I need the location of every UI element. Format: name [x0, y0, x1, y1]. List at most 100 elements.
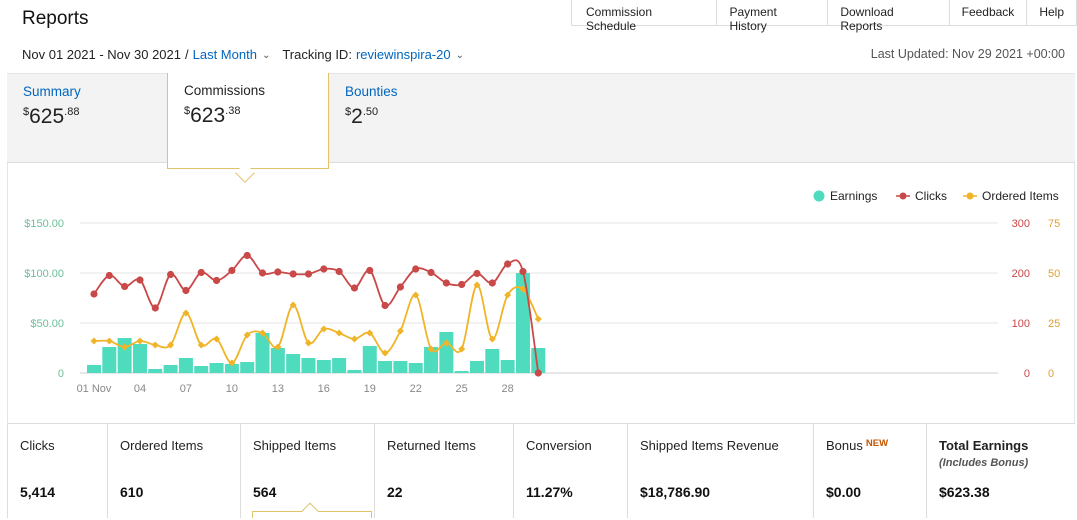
top-nav: Commission Schedule Payment History Down… [571, 0, 1077, 33]
clicks-point [289, 270, 297, 278]
clicks-point [121, 282, 129, 291]
earnings-bar [362, 346, 377, 373]
x-axis-tick: 04 [134, 383, 146, 395]
tab-commissions[interactable]: Commissions $623.38 [167, 73, 329, 169]
earnings-bar [209, 363, 224, 373]
stat-conversion: Conversion 11.27% [514, 424, 628, 518]
stat-shipped-items[interactable]: Shipped Items 564 [241, 424, 375, 518]
stat-value: 564 [253, 484, 277, 500]
tab-amount: $2.50 [345, 105, 379, 128]
stat-value: 610 [120, 484, 144, 500]
stat-label: Conversion [526, 438, 592, 453]
earnings-bar [240, 362, 255, 373]
clicks-point [396, 283, 404, 291]
earnings-bar [102, 347, 117, 373]
legend-marker [813, 190, 825, 202]
ordered-items-point [151, 341, 159, 349]
tab-amount: $625.88 [23, 105, 80, 128]
clicks-point [258, 269, 267, 277]
earnings-bar [454, 371, 469, 373]
ordered-items-point [274, 343, 282, 351]
ordered-items-point [335, 329, 343, 337]
stat-label: Returned Items [387, 438, 476, 453]
ordered-items-point [381, 349, 389, 357]
earnings-bar [163, 365, 178, 373]
clicks-point [228, 266, 236, 275]
chevron-down-icon[interactable]: ⌄ [455, 50, 464, 61]
x-axis-tick: 07 [180, 383, 192, 395]
nav-feedback[interactable]: Feedback [948, 0, 1028, 26]
clicks-point [212, 276, 221, 285]
clicks-point [243, 251, 251, 260]
legend-marker [899, 192, 907, 200]
clicks-point [350, 284, 359, 292]
legend-marker [966, 192, 974, 200]
earnings-bar [424, 347, 439, 373]
clicks-point [519, 267, 527, 276]
tab-bounties[interactable]: Bounties $2.50 [329, 74, 489, 164]
nav-commission-schedule[interactable]: Commission Schedule [571, 0, 718, 33]
ordered-axis-tick: 50 [1048, 268, 1060, 280]
clicks-point [504, 260, 512, 268]
stat-value: 11.27% [526, 484, 573, 500]
clicks-point [381, 301, 389, 310]
stat-bonus: Bonus NEW $0.00 [814, 424, 927, 518]
clicks-point [105, 271, 113, 280]
stat-label: Total Earnings [939, 438, 1029, 453]
earnings-bar [408, 363, 423, 373]
period-dropdown[interactable]: Last Month [192, 47, 257, 62]
earnings-bar [194, 366, 209, 373]
stat-label: Ordered Items [120, 438, 204, 453]
earnings-bar [270, 348, 285, 373]
ordered-items-point [228, 359, 236, 367]
legend-label: Clicks [915, 189, 947, 203]
ordered-items-point [350, 335, 358, 343]
clicks-point [534, 369, 542, 377]
ordered-axis-tick: 75 [1048, 218, 1060, 230]
tab-label: Commissions [184, 83, 266, 98]
stat-value: 22 [387, 484, 403, 500]
legend-label: Ordered Items [982, 189, 1059, 203]
earnings-bar [301, 358, 316, 373]
earnings-bar [470, 361, 484, 373]
nav-help[interactable]: Help [1026, 0, 1077, 26]
earnings-bar [255, 333, 270, 373]
clicks-point [136, 276, 144, 284]
nav-download-reports[interactable]: Download Reports [827, 0, 950, 33]
earnings-bar [148, 369, 163, 373]
chevron-down-icon[interactable]: ⌄ [261, 50, 271, 61]
summary-tabs: Summary $625.88 Commissions $623.38 Boun… [7, 73, 1075, 169]
x-axis-tick: 13 [272, 383, 284, 395]
ordered-items-point [366, 329, 374, 337]
nav-payment-history[interactable]: Payment History [716, 0, 829, 33]
stat-label: Shipped Items Revenue [640, 438, 779, 453]
earnings-bar [87, 365, 101, 373]
earnings-bar [117, 338, 132, 373]
earnings-bar [316, 360, 331, 373]
clicks-point [182, 286, 190, 295]
stat-label: Shipped Items [253, 438, 337, 453]
clicks-axis-tick: 300 [1012, 218, 1030, 230]
page-title: Reports [22, 8, 89, 29]
tab-summary[interactable]: Summary $625.88 [7, 74, 167, 164]
ordered-items-point [182, 309, 190, 317]
ordered-items-point [167, 341, 175, 349]
earnings-bar [132, 344, 147, 373]
clicks-point [488, 279, 496, 287]
stat-total-earnings: Total Earnings (Includes Bonus) $623.38 [927, 424, 1075, 518]
ordered-items-point [519, 285, 527, 293]
clicks-point [458, 280, 466, 289]
clicks-point [151, 304, 159, 312]
clicks-axis-tick: 100 [1012, 318, 1030, 330]
clicks-point [320, 265, 328, 273]
clicks-point [442, 279, 450, 287]
last-updated: Last Updated: Nov 29 2021 +00:00 [870, 47, 1065, 61]
clicks-point [335, 267, 343, 276]
ordered-items-point [90, 337, 98, 345]
earnings-bar [439, 332, 454, 373]
ordered-items-point [412, 291, 420, 299]
earnings-bar [178, 358, 193, 373]
tracking-id-dropdown[interactable]: reviewinspira-20 [355, 47, 451, 62]
x-axis-tick: 19 [364, 383, 376, 395]
ordered-items-point [197, 341, 205, 349]
